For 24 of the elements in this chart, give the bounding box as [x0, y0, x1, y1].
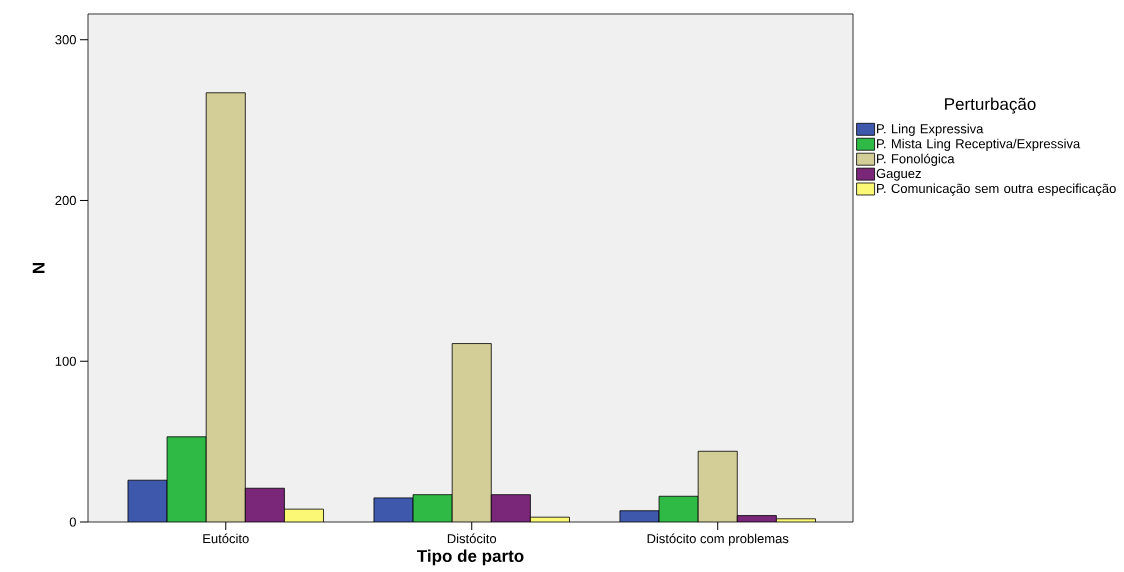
- x-axis-title: Tipo de parto: [417, 549, 524, 566]
- bar: [127, 480, 168, 522]
- y-axis-title: N: [32, 263, 45, 273]
- bar: [206, 92, 246, 522]
- bar: [490, 494, 531, 522]
- bar: [167, 436, 207, 522]
- x-tick-label: Distócito: [447, 533, 497, 544]
- y-tick-label: 200: [55, 195, 76, 206]
- legend-label: P. Fonológica: [877, 153, 955, 166]
- y-tick-label: 100: [55, 356, 76, 366]
- legend-label: P. Ling Expressiva: [877, 123, 984, 136]
- legend-label: Gaguez: [876, 168, 921, 181]
- bar: [412, 494, 453, 522]
- legend-label: P. Mista Ling Receptiva/Expressiva: [877, 138, 1081, 151]
- bar: [697, 450, 738, 522]
- legend-label: P. Comunicação sem outra especificação: [877, 183, 1116, 196]
- y-tick-label: 0: [69, 517, 76, 527]
- y-tick-label: 300: [55, 35, 76, 45]
- bar: [658, 495, 699, 522]
- bar: [245, 488, 285, 522]
- bar: [451, 343, 492, 522]
- x-tick-label: Eutócito: [203, 533, 249, 544]
- x-tick-label: Distócito com problemas: [647, 533, 789, 546]
- legend-title: Perturbação: [945, 97, 1036, 114]
